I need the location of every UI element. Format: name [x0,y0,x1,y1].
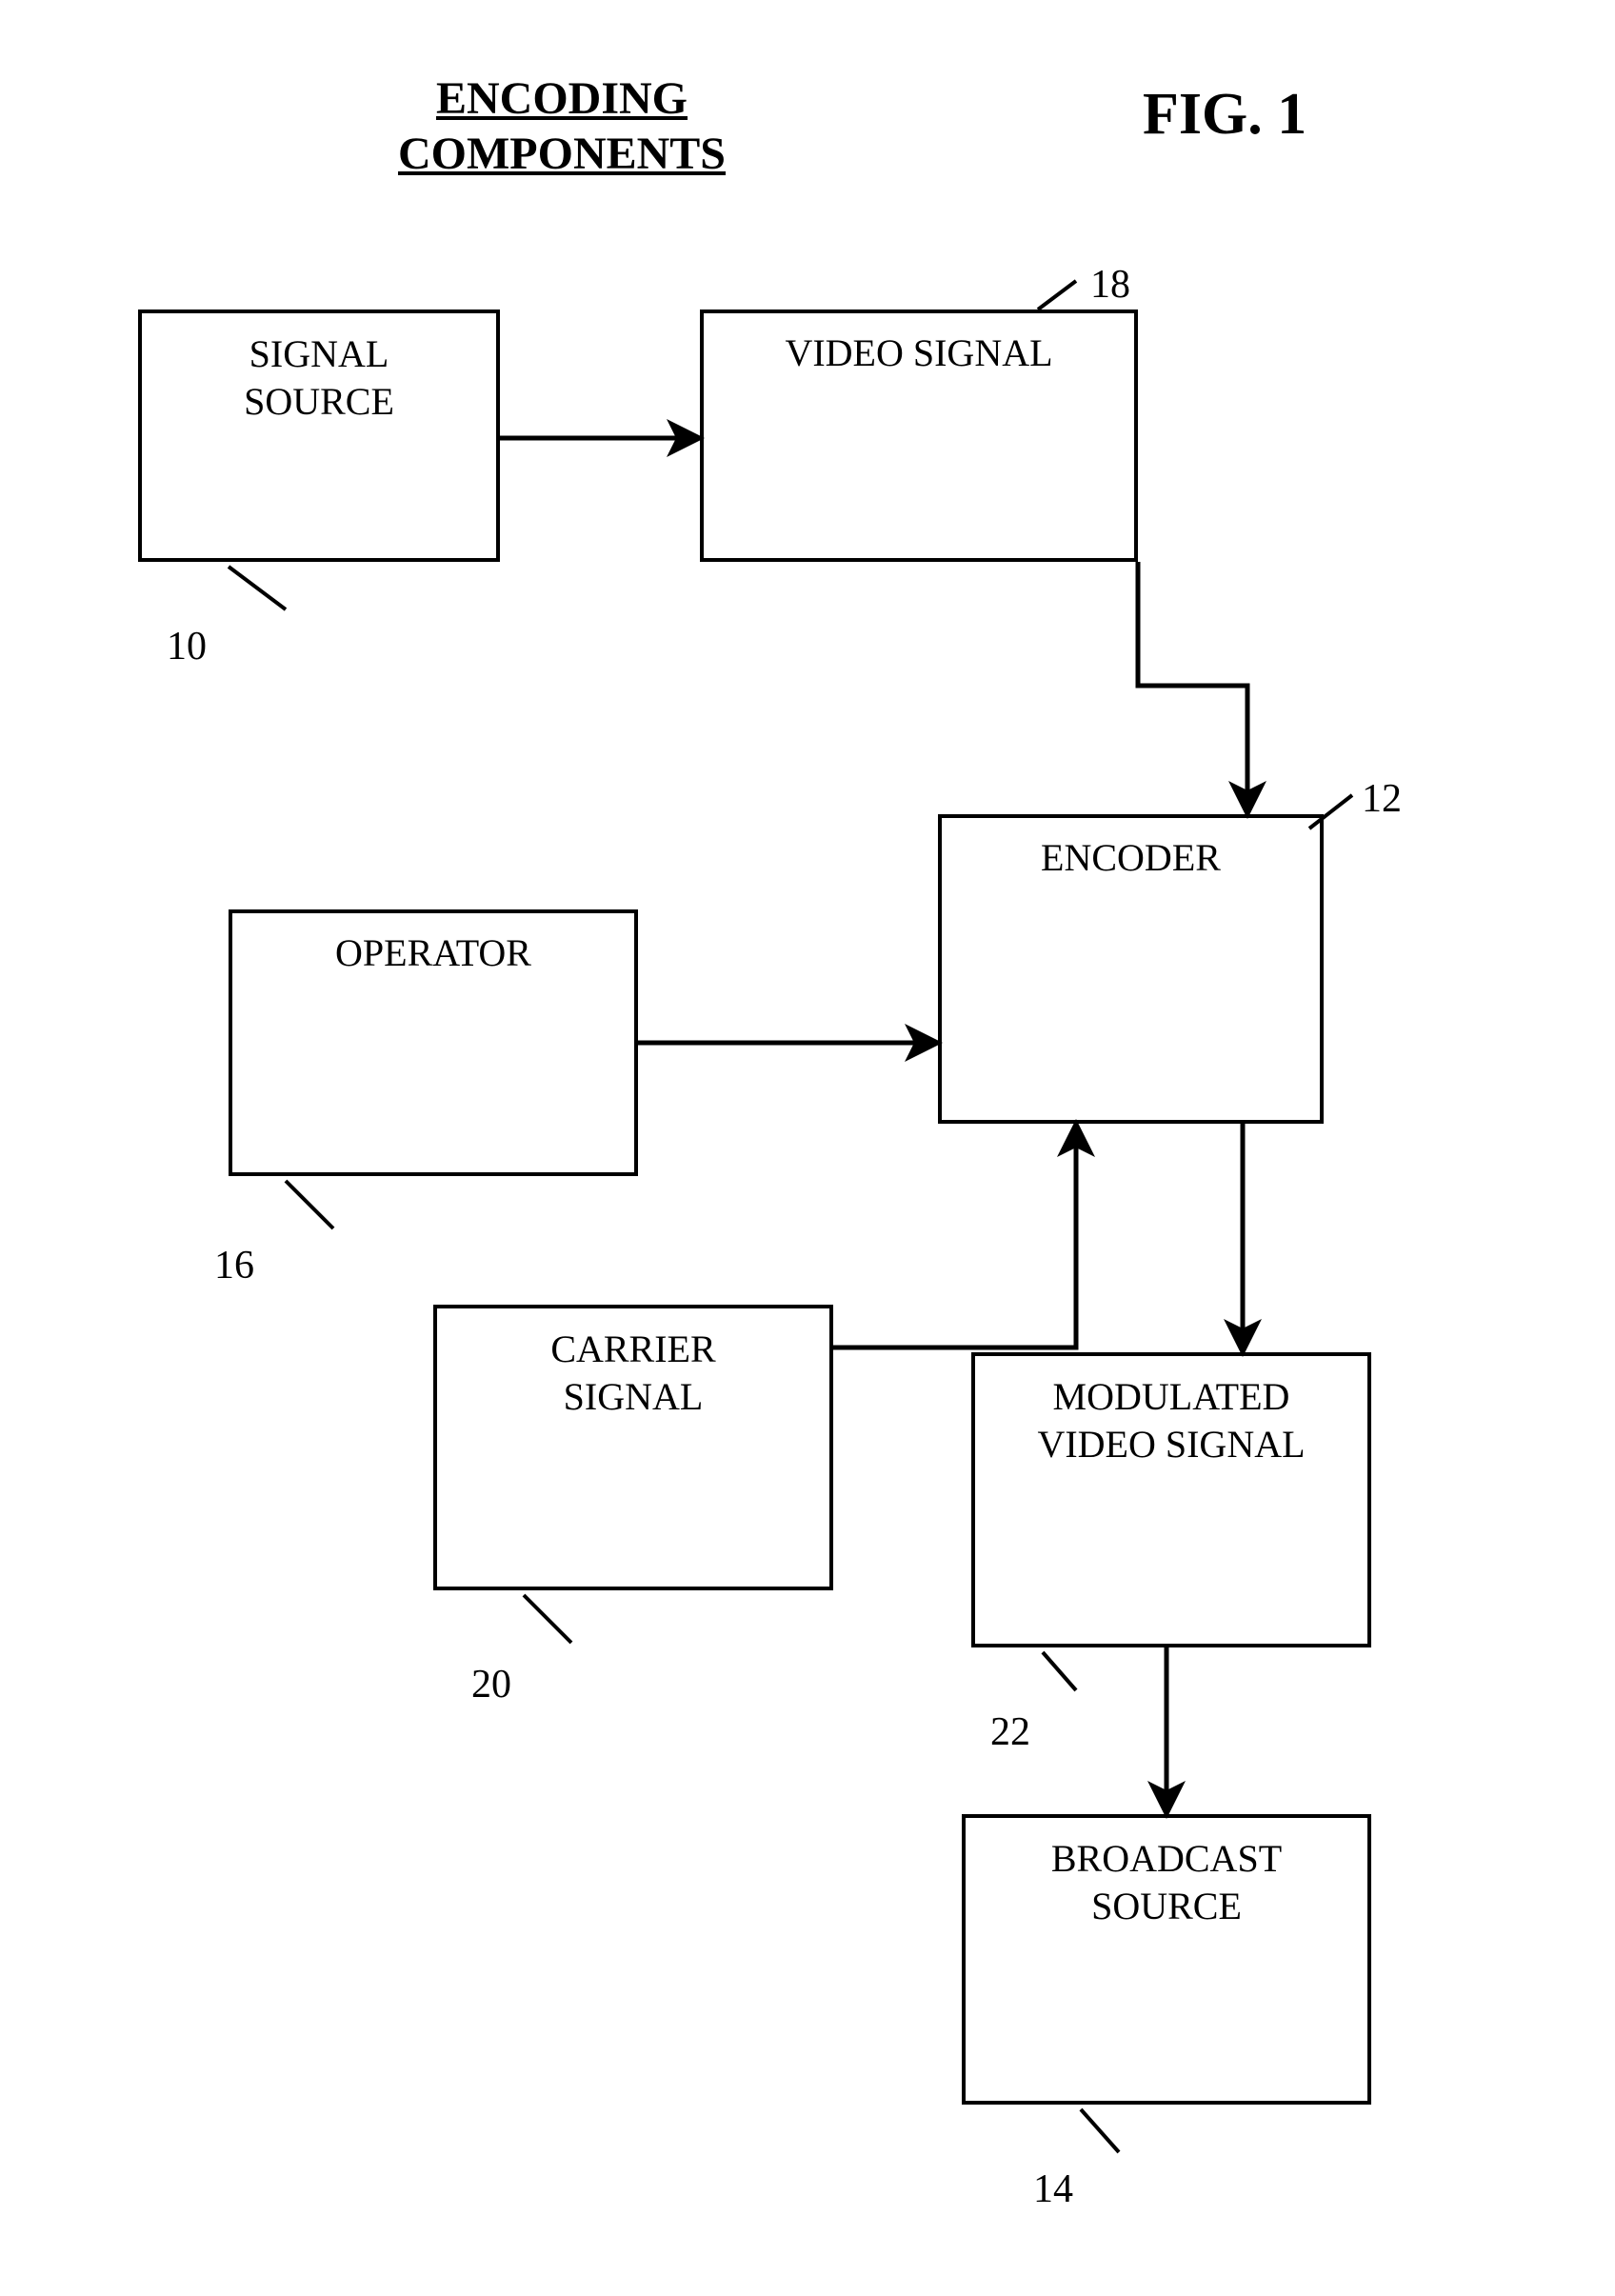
ref-10: 10 [167,624,207,669]
label-modulated-video-signal: MODULATEDVIDEO SIGNAL [1037,1373,1305,1468]
box-encoder: ENCODER [938,814,1324,1124]
label-carrier-signal-text: CARRIERSIGNAL [550,1328,715,1418]
box-signal-source: SIGNALSOURCE [138,309,500,562]
leader-20 [524,1595,571,1643]
label-operator: OPERATOR [335,930,531,975]
label-broadcast-source-text: BROADCASTSOURCE [1051,1837,1282,1927]
box-broadcast-source: BROADCASTSOURCE [962,1814,1371,2105]
leader-10 [229,567,286,609]
arrow-carrier-to-encoder [833,1128,1076,1348]
ref-14: 14 [1033,2166,1073,2212]
box-operator: OPERATOR [229,909,638,1176]
arrow-video-to-encoder [1138,562,1247,809]
figure-label-text: FIG. 1 [1143,82,1306,147]
label-video-signal: VIDEO SIGNAL [785,330,1052,375]
leader-22 [1043,1652,1076,1690]
ref-22: 22 [990,1709,1030,1755]
ref-20: 20 [471,1662,511,1707]
leader-14 [1081,2109,1119,2152]
figure-label: FIG. 1 [1143,81,1306,149]
title-line2: COMPONENTS [398,129,726,179]
leader-18 [1038,281,1076,309]
title-line1: ENCODING [436,73,688,124]
label-carrier-signal: CARRIERSIGNAL [550,1326,715,1421]
leader-16 [286,1181,333,1228]
label-video-signal-text: VIDEO SIGNAL [785,331,1052,374]
label-signal-source-text: SIGNALSOURCE [244,332,394,423]
box-video-signal: VIDEO SIGNAL [700,309,1138,562]
ref-12: 12 [1362,776,1402,822]
ref-18: 18 [1090,262,1130,308]
label-broadcast-source: BROADCASTSOURCE [1051,1835,1282,1930]
box-carrier-signal: CARRIERSIGNAL [433,1305,833,1590]
label-encoder: ENCODER [1041,835,1221,880]
box-modulated-video-signal: MODULATEDVIDEO SIGNAL [971,1352,1371,1647]
label-signal-source: SIGNALSOURCE [244,330,394,426]
label-operator-text: OPERATOR [335,931,531,974]
ref-16: 16 [214,1243,254,1288]
diagram-title: ENCODING COMPONENTS [324,71,800,181]
label-modulated-video-signal-text: MODULATEDVIDEO SIGNAL [1037,1375,1305,1466]
label-encoder-text: ENCODER [1041,836,1221,879]
